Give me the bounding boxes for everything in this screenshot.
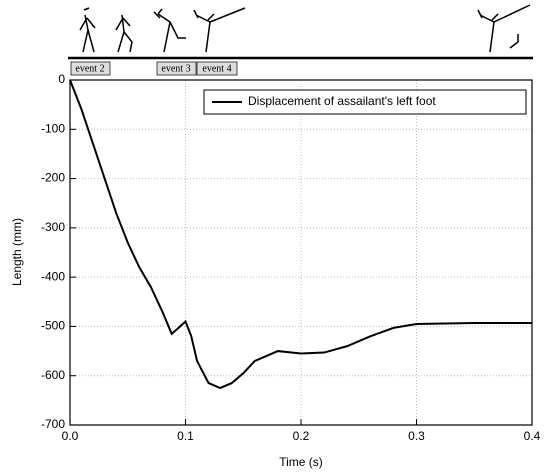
event-box xyxy=(70,61,111,76)
event-label: event 4 xyxy=(202,63,231,74)
plot-frame xyxy=(69,79,533,426)
event-label: event 3 xyxy=(161,63,190,74)
event-box xyxy=(196,61,238,76)
legend-box xyxy=(203,89,527,115)
y-axis-label: Length (mm) xyxy=(10,218,24,286)
x-tick-label: 0.1 xyxy=(177,429,194,443)
x-tick-label: 0.3 xyxy=(408,429,425,443)
y-tick-label: -400 xyxy=(41,269,65,283)
event-label: event 2 xyxy=(75,63,104,74)
data-line xyxy=(69,79,532,390)
y-tick-label: -600 xyxy=(41,368,65,382)
y-tick-label: -700 xyxy=(41,417,65,431)
y-tick-label: -300 xyxy=(41,220,65,234)
event-labels: event 2 event 3 event 4 xyxy=(70,61,238,76)
event-box xyxy=(156,61,197,76)
x-tick-label: 0.0 xyxy=(62,429,79,443)
y-tick-label: -200 xyxy=(41,171,65,185)
x-tick-label: 0.2 xyxy=(293,429,310,443)
y-tick-label: -100 xyxy=(41,121,65,135)
x-axis-label: Time (s) xyxy=(279,455,323,469)
x-tick-label: 0.4 xyxy=(524,429,541,443)
legend-label: Displacement of assailant's left foot xyxy=(248,94,436,108)
stick-figures xyxy=(79,4,531,53)
y-tick-label: -500 xyxy=(41,319,65,333)
y-tick-label: 0 xyxy=(58,72,65,86)
